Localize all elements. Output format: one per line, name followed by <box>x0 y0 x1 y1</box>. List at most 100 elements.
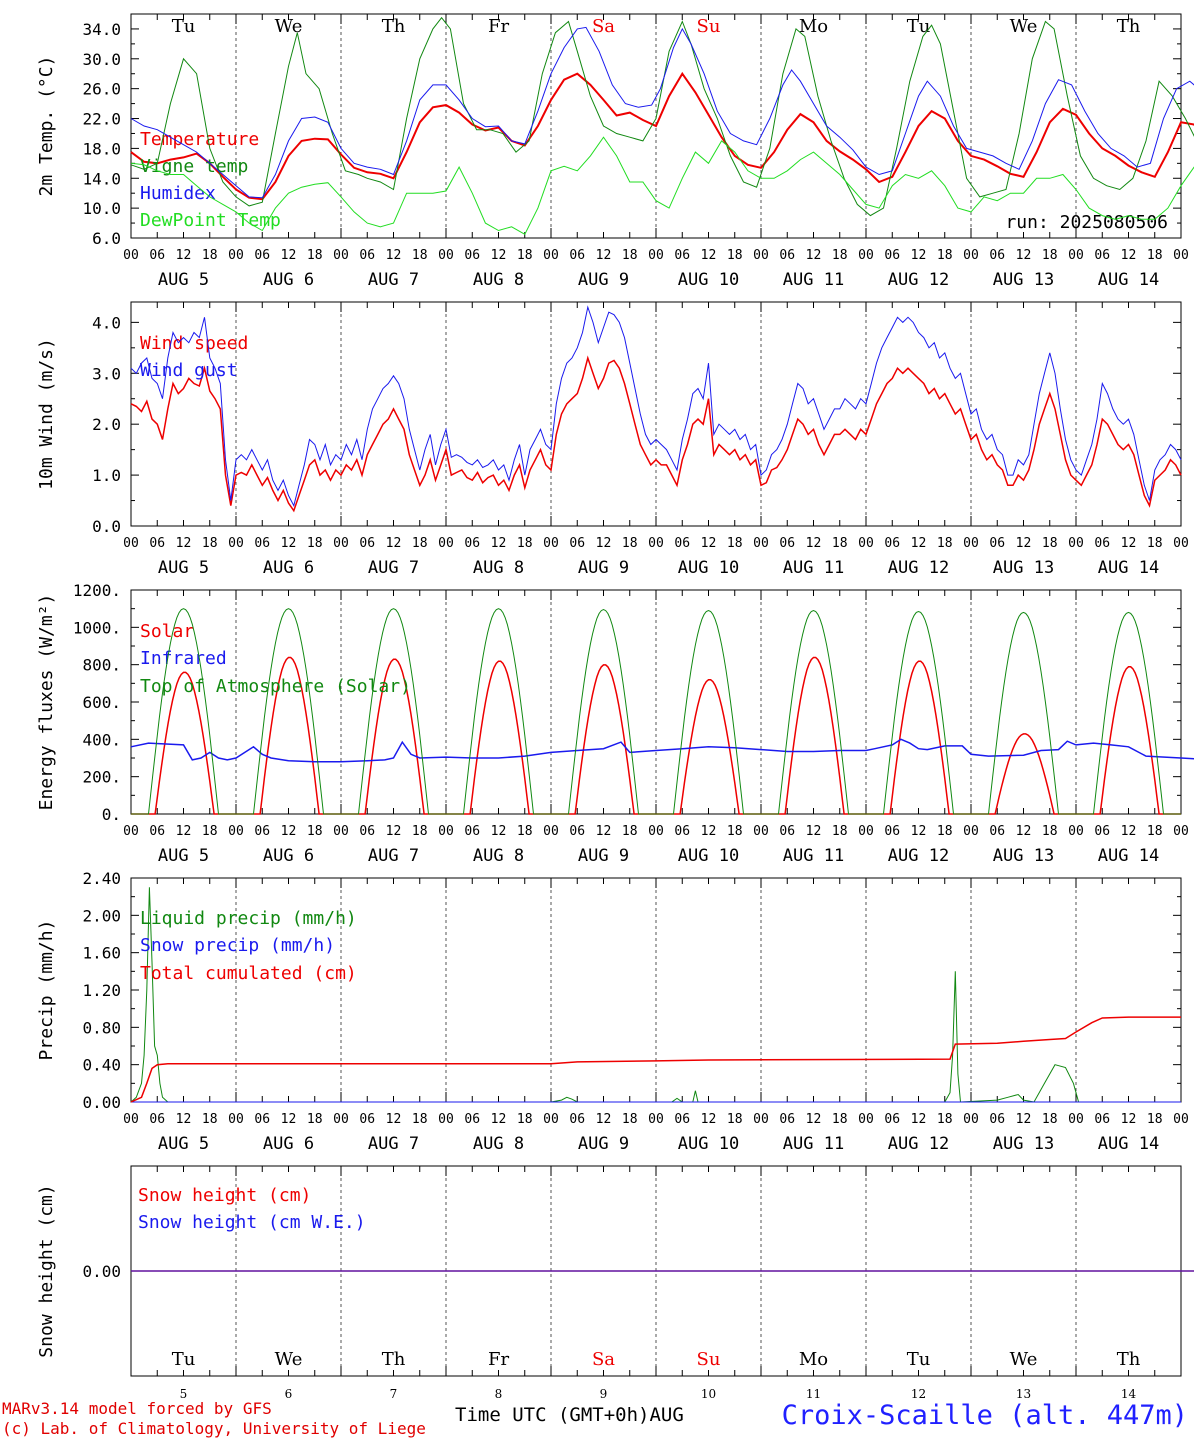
day-name: Fr <box>488 16 509 37</box>
y-axis-label: 2m Temp. (°C) <box>36 56 57 197</box>
hour-tick-label: 18 <box>727 1112 743 1127</box>
date-label: AUG 9 <box>578 270 629 290</box>
hour-tick-label: 18 <box>727 536 743 551</box>
y-tick-label: 3.0 <box>92 364 121 383</box>
hour-tick-label: 00 <box>753 824 769 839</box>
date-label: AUG 8 <box>473 1134 524 1154</box>
hour-tick-label: 06 <box>254 248 270 263</box>
hour-tick-label: 12 <box>1016 824 1032 839</box>
hour-tick-label: 18 <box>412 824 428 839</box>
date-label: AUG 12 <box>888 558 949 578</box>
hour-tick-label: 00 <box>858 536 874 551</box>
hour-tick-label: 18 <box>937 536 953 551</box>
date-label: AUG 6 <box>263 558 314 578</box>
series-line <box>130 738 1194 763</box>
day-name: Th <box>1117 16 1141 37</box>
hour-tick-label: 12 <box>911 1112 927 1127</box>
date-label: AUG 5 <box>158 1134 209 1154</box>
date-label: AUG 6 <box>263 1134 314 1154</box>
hour-tick-label: 12 <box>176 1112 192 1127</box>
hour-tick-label: 12 <box>911 536 927 551</box>
y-tick-label: 2.00 <box>82 906 121 925</box>
hour-tick-label: 06 <box>464 248 480 263</box>
y-tick-label: 0.00 <box>82 1262 121 1281</box>
hour-tick-label: 12 <box>1016 248 1032 263</box>
hour-tick-label: 00 <box>438 824 454 839</box>
hour-tick-label: 00 <box>333 536 349 551</box>
date-label: AUG 6 <box>263 270 314 290</box>
hour-tick-label: 12 <box>176 536 192 551</box>
date-label: AUG 11 <box>783 558 844 578</box>
hour-tick-label: 00 <box>543 824 559 839</box>
hour-tick-label: 06 <box>674 248 690 263</box>
hour-tick-label: 00 <box>753 248 769 263</box>
date-label: AUG 7 <box>368 1134 419 1154</box>
hour-tick-label: 18 <box>1042 536 1058 551</box>
legend-entry: Wind speed <box>140 333 248 354</box>
day-name: Tu <box>907 16 931 37</box>
hour-tick-label: 00 <box>1068 248 1084 263</box>
hour-tick-label: 18 <box>202 1112 218 1127</box>
date-label: AUG 9 <box>578 1134 629 1154</box>
hour-tick-label: 06 <box>149 536 165 551</box>
series-line <box>130 71 1194 201</box>
hour-tick-label: 06 <box>779 1112 795 1127</box>
date-label: AUG 14 <box>1098 558 1159 578</box>
date-label: AUG 10 <box>678 846 739 866</box>
date-label: AUG 5 <box>158 270 209 290</box>
hour-tick-label: 12 <box>176 824 192 839</box>
hour-tick-label: 00 <box>648 1112 664 1127</box>
y-tick-label: 2.40 <box>82 869 121 888</box>
hour-tick-label: 18 <box>412 248 428 263</box>
hour-tick-label: 00 <box>438 248 454 263</box>
hour-tick-label: 06 <box>1094 824 1110 839</box>
day-name: Sa <box>592 16 615 37</box>
y-axis-label: Precip (mm/h) <box>36 920 57 1061</box>
hour-tick-label: 06 <box>884 824 900 839</box>
hour-tick-label: 06 <box>254 1112 270 1127</box>
day-name: We <box>1010 1349 1038 1370</box>
hour-tick-label: 18 <box>622 248 638 263</box>
hour-tick-label: 18 <box>622 824 638 839</box>
y-tick-label: 1000. <box>73 618 121 637</box>
hour-tick-label: 12 <box>806 248 822 263</box>
hour-tick-label: 18 <box>1147 824 1163 839</box>
date-label: AUG 6 <box>263 846 314 866</box>
date-label: AUG 10 <box>678 1134 739 1154</box>
hour-tick-label: 12 <box>596 248 612 263</box>
legend-entry: Solar <box>140 621 194 642</box>
date-label: AUG 7 <box>368 846 419 866</box>
y-tick-label: 26.0 <box>82 80 121 99</box>
hour-tick-label: 18 <box>1147 536 1163 551</box>
hour-tick-label: 00 <box>858 1112 874 1127</box>
hour-tick-label: 18 <box>1147 1112 1163 1127</box>
hour-tick-label: 06 <box>779 536 795 551</box>
hour-tick-label: 18 <box>1042 1112 1058 1127</box>
date-label: AUG 14 <box>1098 270 1159 290</box>
day-name: Mo <box>799 16 828 37</box>
day-number: 5 <box>180 1387 188 1401</box>
hour-tick-label: 12 <box>596 824 612 839</box>
date-label: AUG 11 <box>783 1134 844 1154</box>
date-label: AUG 5 <box>158 846 209 866</box>
hour-tick-label: 06 <box>464 536 480 551</box>
hour-tick-label: 12 <box>386 536 402 551</box>
hour-tick-label: 12 <box>1016 1112 1032 1127</box>
hour-tick-label: 12 <box>701 536 717 551</box>
hour-tick-label: 18 <box>622 536 638 551</box>
hour-tick-label: 12 <box>176 248 192 263</box>
hour-tick-label: 18 <box>307 1112 323 1127</box>
hour-tick-label: 06 <box>989 824 1005 839</box>
hour-tick-label: 06 <box>359 536 375 551</box>
y-tick-label: 18.0 <box>82 139 121 158</box>
hour-tick-label: 18 <box>1042 824 1058 839</box>
hour-tick-label: 00 <box>858 248 874 263</box>
hour-tick-label: 18 <box>307 824 323 839</box>
model-credit: MARv3.14 model forced by GFS <box>2 1399 272 1418</box>
hour-tick-label: 00 <box>543 1112 559 1127</box>
legend-entry: Wind gust <box>140 360 238 381</box>
date-label: AUG 8 <box>473 558 524 578</box>
y-tick-label: 0.00 <box>82 1093 121 1112</box>
hour-tick-label: 06 <box>884 248 900 263</box>
series-line <box>131 608 1181 815</box>
